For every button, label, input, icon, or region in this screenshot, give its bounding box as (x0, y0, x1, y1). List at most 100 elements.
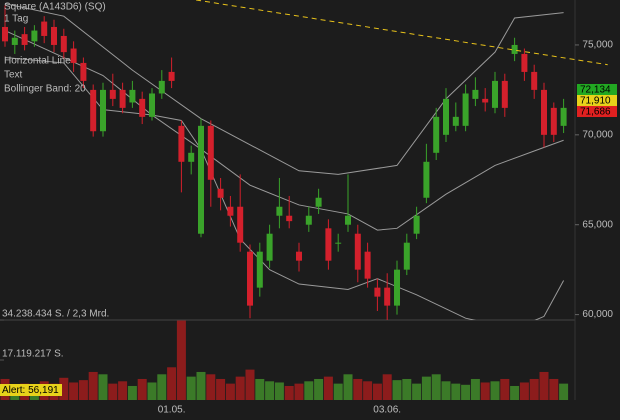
candle-body (501, 80, 508, 108)
volume-bar (372, 383, 382, 400)
candle-body (2, 26, 8, 42)
bollinger-band (4, 30, 564, 231)
candle-body (217, 188, 224, 198)
volume-bar (549, 378, 559, 400)
candle-body (158, 80, 165, 94)
volume-bar (118, 381, 128, 400)
volume-bar (294, 383, 304, 400)
candle-body (335, 242, 342, 244)
alert-box (0, 384, 62, 396)
candle-body (207, 125, 214, 180)
x-tick-label: 03.06. (373, 405, 401, 416)
volume-bar (59, 377, 69, 400)
candle-body (70, 48, 77, 63)
bollinger-band (4, 57, 565, 320)
candle-body (90, 89, 97, 132)
candle-body (423, 161, 430, 198)
volume-bar (225, 383, 235, 400)
price-tag (577, 105, 617, 117)
x-tick-label: 01.05. (158, 405, 186, 416)
volume-bar (431, 374, 441, 400)
price-tag (577, 83, 617, 95)
candle-body (296, 251, 302, 261)
candle-body (345, 215, 351, 225)
volume-bar (88, 371, 98, 400)
volume-tick-label: 17.119.217 S. (2, 349, 64, 360)
volume-bar (490, 381, 500, 400)
volume-bar (519, 382, 529, 400)
volume-bar (69, 382, 79, 400)
volume-bar (304, 381, 314, 400)
volume-bar (235, 376, 245, 400)
candle-body (560, 107, 567, 126)
volume-bar (216, 378, 226, 400)
volume-bar (147, 382, 157, 400)
y-tick-label: 75,000 (582, 40, 613, 51)
text-label: Text (4, 70, 23, 81)
bands-label: Bollinger Band: 20 (4, 84, 86, 95)
volume-bar (196, 371, 206, 400)
volume-bar (333, 383, 343, 400)
candle-body (472, 89, 479, 99)
candle-body (227, 206, 234, 216)
volume-bar (382, 374, 392, 400)
price-plot (2, 3, 567, 320)
candle-body (149, 93, 155, 117)
candle-body (531, 71, 538, 90)
volume-bar (206, 374, 216, 400)
candle-body (315, 197, 322, 207)
volume-bar (461, 384, 471, 400)
alert-label: Alert: 56,191 (2, 385, 59, 396)
overlay: Square (A143D6) (SQ) 1 Tag Horizontal Li… (4, 2, 106, 95)
price-tag-label: 72,134 (580, 85, 611, 96)
candle-body (247, 251, 253, 306)
volume-bar (245, 369, 255, 400)
candle-body (41, 21, 48, 36)
volume-bar (441, 381, 451, 400)
candle-body (31, 30, 38, 42)
candle-body (354, 233, 361, 270)
candle-body (482, 98, 489, 103)
candle-body (119, 89, 126, 108)
candle-body (51, 26, 57, 45)
candle-body (413, 215, 420, 234)
candle-body (109, 89, 116, 99)
volume-bar (265, 381, 275, 400)
volume-bar (176, 320, 186, 400)
interval: 1 Tag (4, 14, 28, 25)
candle-body (550, 107, 557, 135)
trendline-label: Horizontal Line (4, 56, 71, 67)
candle-body (521, 53, 528, 72)
volume-bar (186, 376, 196, 400)
volume-plot (0, 320, 569, 400)
volume-bar (157, 374, 167, 400)
candle-body (394, 269, 400, 306)
y-tick-label: 65,000 (582, 219, 613, 230)
candle-body (139, 98, 146, 117)
candle-body (374, 287, 381, 297)
volume-tick-label: 34.238.434 S. / 2,3 Mrd. (2, 309, 109, 320)
candle-body (21, 34, 28, 45)
volume-bar (363, 381, 373, 400)
volume-bar (510, 385, 520, 400)
volume-bar (353, 378, 363, 400)
y-tick-label: 60,000 (582, 309, 613, 320)
candle-body (286, 215, 293, 222)
volume-bar (451, 383, 461, 400)
price-tag-label: 71,686 (580, 107, 611, 118)
candle-body (462, 93, 469, 126)
candle-body (60, 35, 67, 53)
candle-body (198, 125, 204, 234)
volume-bar (78, 380, 88, 400)
candle-body (168, 71, 175, 81)
volume-bar (274, 382, 284, 400)
volume-bar (343, 374, 353, 400)
candle-body (188, 152, 195, 162)
volume-bar (127, 385, 137, 400)
volume-bar (255, 378, 265, 400)
price-tag-label: 71,910 (580, 96, 611, 107)
volume-bar (539, 371, 549, 400)
volume-bar (559, 383, 569, 400)
